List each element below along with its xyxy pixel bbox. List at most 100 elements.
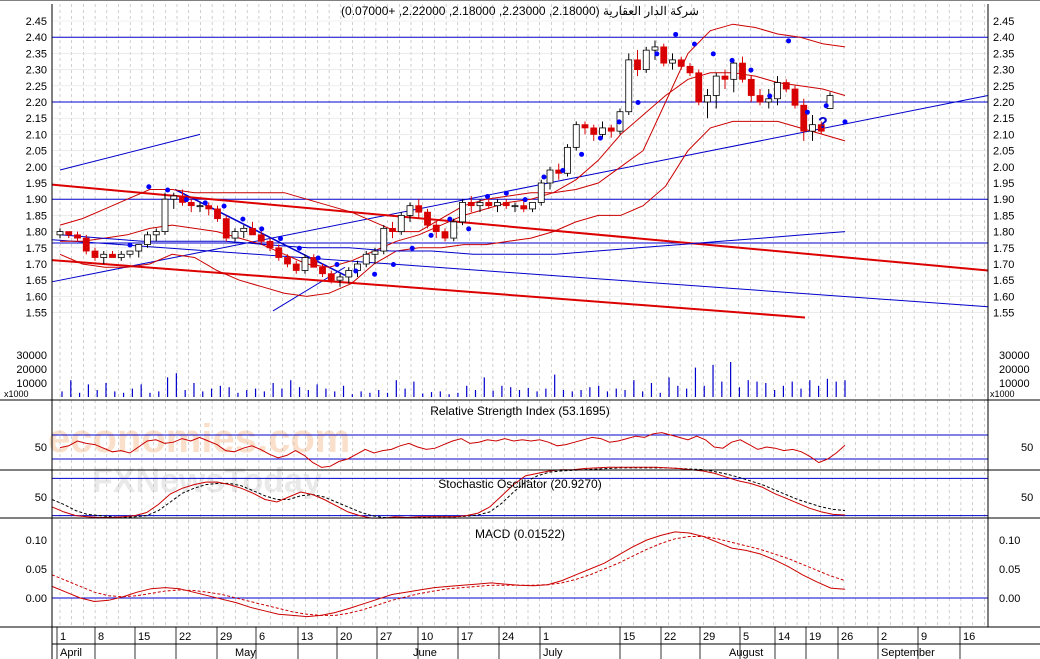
candle-body xyxy=(327,273,335,281)
day-tick-label: 15 xyxy=(138,631,150,643)
candle-body xyxy=(756,95,764,103)
volume-unit-label-right: x1000 xyxy=(990,389,1015,399)
candle-body xyxy=(74,234,81,239)
candle-body xyxy=(371,250,379,255)
candle-body xyxy=(695,72,703,103)
signal-marker-dot xyxy=(165,187,171,193)
day-tick-label: 15 xyxy=(623,631,635,643)
day-tick-label: 24 xyxy=(502,631,514,643)
candle-body xyxy=(642,49,650,71)
month-label: September xyxy=(881,647,935,659)
volume-unit-label-left: x1000 xyxy=(4,389,29,399)
price-tick-label-left: 1.95 xyxy=(26,178,47,190)
rsi-tick-right: 50 xyxy=(1021,442,1033,454)
day-tick-label: 6 xyxy=(259,631,265,643)
signal-marker-dot xyxy=(635,99,641,105)
month-label: July xyxy=(543,647,563,659)
signal-marker-dot xyxy=(767,93,773,99)
price-tick-label-left: 1.75 xyxy=(26,243,47,255)
rsi-tick-left: 50 xyxy=(35,442,47,454)
day-tick-label: 22 xyxy=(179,631,191,643)
price-tick-label-left: 1.85 xyxy=(26,210,47,222)
signal-marker-dot xyxy=(691,41,697,47)
stochastic-tick-left: 50 xyxy=(35,492,47,504)
candle-body xyxy=(546,169,554,184)
candle-body xyxy=(196,205,204,208)
price-tick-label-right: 1.55 xyxy=(993,308,1014,320)
bollinger-middle-band xyxy=(60,72,846,268)
day-tick-label: 19 xyxy=(809,631,821,643)
candle-body xyxy=(345,270,353,278)
candle-body xyxy=(284,257,291,265)
candle-body xyxy=(564,146,571,174)
price-tick-label-right: 1.60 xyxy=(993,291,1014,303)
candle-body xyxy=(572,124,580,148)
price-tick-label-left: 2.20 xyxy=(26,97,47,109)
trendline-red-lower xyxy=(51,259,806,319)
price-tick-label-left: 1.65 xyxy=(26,275,47,287)
candle-body xyxy=(747,78,755,96)
price-tick-label-right: 2.30 xyxy=(993,65,1014,77)
candle-body xyxy=(222,218,230,239)
candle-body xyxy=(599,127,606,135)
signal-marker-dot xyxy=(447,216,453,222)
signal-marker-dot xyxy=(579,151,585,157)
candle-body xyxy=(450,221,458,239)
macd-tick-left: 0.00 xyxy=(26,593,47,605)
candle-body xyxy=(511,205,519,208)
candle-body xyxy=(730,62,738,80)
signal-marker-dot xyxy=(315,255,321,261)
price-tick-label-right: 1.85 xyxy=(993,210,1014,222)
volume-tick-label-left: 30000 xyxy=(16,350,47,362)
candle-body xyxy=(625,59,633,113)
signal-marker-dot xyxy=(786,38,792,44)
price-tick-label-right: 1.95 xyxy=(993,178,1014,190)
candle-body xyxy=(520,205,528,210)
candle-body xyxy=(467,202,475,207)
price-tick-label-left: 2.45 xyxy=(26,16,47,28)
price-tick-label-left: 2.05 xyxy=(26,146,47,158)
candle-body xyxy=(266,240,274,249)
svg-text:FXNewsToday: FXNewsToday xyxy=(92,462,322,500)
candle-body xyxy=(292,263,300,271)
signal-marker-dot xyxy=(202,200,208,206)
candle-body xyxy=(432,224,440,232)
macd-tick-right: 0.10 xyxy=(999,535,1020,547)
signal-marker-dot xyxy=(616,119,622,125)
day-tick-label: 10 xyxy=(421,631,433,643)
day-tick-label: 8 xyxy=(98,631,104,643)
price-tick-label-left: 2.10 xyxy=(26,129,47,141)
signal-marker-dot xyxy=(372,271,378,277)
price-tick-label-left: 1.70 xyxy=(26,259,47,271)
trendline-long-downtrend xyxy=(51,239,989,308)
signal-marker-dot xyxy=(823,103,829,109)
candle-body xyxy=(537,182,545,203)
trendline-upper-channel xyxy=(59,133,201,171)
candle-body xyxy=(494,202,501,207)
candle-body xyxy=(126,250,134,255)
candle-body xyxy=(310,257,318,268)
macd-tick-left: 0.10 xyxy=(26,535,47,547)
candle-body xyxy=(301,257,309,271)
signal-marker-dot xyxy=(485,193,490,199)
volume-tick-label-left: 20000 xyxy=(16,364,47,376)
candle-body xyxy=(82,237,90,252)
macd-label: MACD (0.01522) xyxy=(475,527,565,541)
signal-marker-dot xyxy=(296,245,302,251)
signal-marker-dot xyxy=(729,57,735,63)
candle-body xyxy=(144,234,151,245)
price-tick-label-left: 2.00 xyxy=(26,162,47,174)
candle-body xyxy=(424,211,431,226)
price-tick-label-right: 1.65 xyxy=(993,275,1014,287)
month-label: August xyxy=(729,647,763,659)
candle-body xyxy=(739,62,746,80)
candle-body xyxy=(502,202,510,207)
price-tick-label-left: 1.60 xyxy=(26,291,47,303)
price-tick-label-right: 2.10 xyxy=(993,129,1014,141)
stochastic-k-line xyxy=(51,466,846,519)
candle-body xyxy=(397,214,405,232)
day-tick-label: 9 xyxy=(921,631,927,643)
macd-tick-left: 0.05 xyxy=(26,564,47,576)
price-tick-label-left: 2.25 xyxy=(26,81,47,93)
price-tick-label-right: 2.00 xyxy=(993,162,1014,174)
